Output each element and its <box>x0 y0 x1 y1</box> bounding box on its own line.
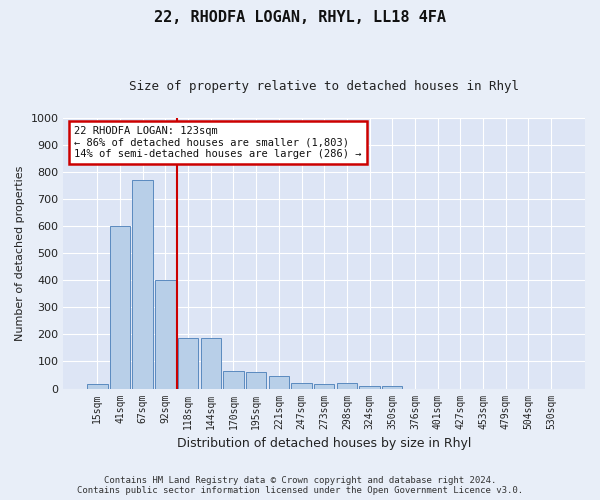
Bar <box>246 372 266 388</box>
Bar <box>200 338 221 388</box>
Bar <box>337 383 357 388</box>
Bar <box>87 384 107 388</box>
Bar <box>314 384 334 388</box>
Bar <box>178 338 198 388</box>
Text: 22, RHODFA LOGAN, RHYL, LL18 4FA: 22, RHODFA LOGAN, RHYL, LL18 4FA <box>154 10 446 25</box>
Bar <box>269 376 289 388</box>
Title: Size of property relative to detached houses in Rhyl: Size of property relative to detached ho… <box>129 80 519 93</box>
Text: 22 RHODFA LOGAN: 123sqm
← 86% of detached houses are smaller (1,803)
14% of semi: 22 RHODFA LOGAN: 123sqm ← 86% of detache… <box>74 126 361 159</box>
Bar <box>359 386 380 388</box>
Bar <box>155 280 176 388</box>
Bar <box>133 180 153 388</box>
Y-axis label: Number of detached properties: Number of detached properties <box>15 166 25 341</box>
X-axis label: Distribution of detached houses by size in Rhyl: Distribution of detached houses by size … <box>177 437 472 450</box>
Text: Contains HM Land Registry data © Crown copyright and database right 2024.
Contai: Contains HM Land Registry data © Crown c… <box>77 476 523 495</box>
Bar <box>223 371 244 388</box>
Bar <box>110 226 130 388</box>
Bar <box>292 383 312 388</box>
Bar <box>382 386 403 388</box>
